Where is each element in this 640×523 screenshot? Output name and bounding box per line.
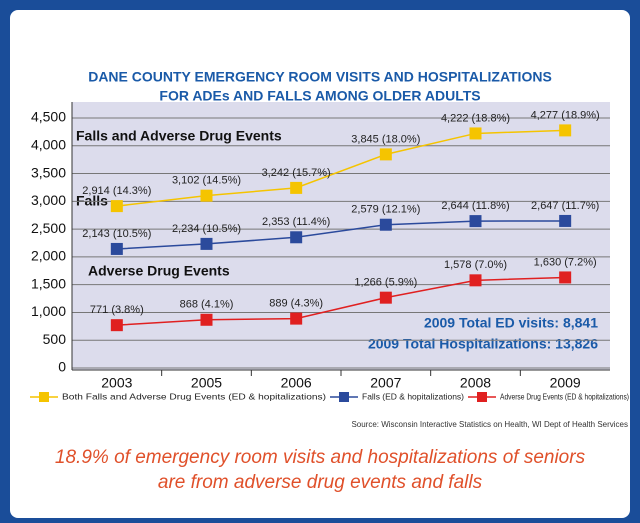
point xyxy=(200,237,213,250)
annotation: Adverse Drug Events xyxy=(88,263,230,279)
data-label: 2,234 (10.5%) xyxy=(172,223,241,235)
point xyxy=(469,127,482,140)
point xyxy=(110,242,123,255)
x-tick-label: 2005 xyxy=(191,375,222,391)
point xyxy=(379,148,392,161)
data-label: 4,277 (18.9%) xyxy=(531,109,600,121)
caption: are from adverse drug events and falls xyxy=(158,472,483,493)
x-tick-label: 2009 xyxy=(550,375,581,391)
data-label: 4,222 (18.8%) xyxy=(441,112,510,124)
point xyxy=(469,274,482,287)
x-tick-label: 2008 xyxy=(460,375,491,391)
legend-marker xyxy=(477,392,487,402)
data-label: 771 (3.8%) xyxy=(90,304,144,316)
series-line xyxy=(116,276,566,326)
y-tick-label: 2,500 xyxy=(31,220,66,236)
point xyxy=(200,313,213,326)
data-label: 2,143 (10.5%) xyxy=(82,228,151,240)
legend-label: Adverse Drug Events (ED & hopitalization… xyxy=(500,391,629,401)
x-tick-label: 2007 xyxy=(370,375,401,391)
y-tick-label: 1,000 xyxy=(31,303,66,319)
data-label: 2,914 (14.3%) xyxy=(82,185,151,197)
plot-area xyxy=(72,102,610,370)
data-label: 3,845 (18.0%) xyxy=(351,133,420,145)
y-tick-label: 500 xyxy=(43,331,67,347)
data-label: 3,242 (15.7%) xyxy=(262,167,331,179)
y-tick-label: 3,500 xyxy=(31,164,66,180)
y-tick-label: 1,500 xyxy=(31,275,66,291)
y-tick-label: 4,000 xyxy=(31,136,66,152)
series-line xyxy=(116,129,566,207)
point xyxy=(200,189,213,202)
x-tick-label: 2006 xyxy=(281,375,312,391)
legend-marker xyxy=(39,392,49,402)
legend-label: Falls (ED & hopitalizations) xyxy=(362,391,464,401)
chart-title: DANE COUNTY EMERGENCY ROOM VISITS AND HO… xyxy=(88,69,552,85)
x-tick-label: 2003 xyxy=(101,375,132,391)
annotation: 2009 Total ED visits: 8,841 xyxy=(424,315,598,331)
point xyxy=(110,319,123,332)
y-tick-label: 3,000 xyxy=(31,192,66,208)
point xyxy=(290,312,303,325)
chart-title: FOR ADEs AND FALLS AMONG OLDER ADULTS xyxy=(159,88,480,104)
data-label: 1,578 (7.0%) xyxy=(444,259,507,271)
annotation: 2009 Total Hospitalizations: 13,826 xyxy=(368,336,598,352)
data-label: 2,353 (11.4%) xyxy=(262,216,330,228)
point xyxy=(559,271,572,284)
source: Source: Wisconsin Interactive Statistics… xyxy=(351,420,628,429)
data-label: 2,644 (11.8%) xyxy=(441,200,509,212)
data-label: 868 (4.1%) xyxy=(180,299,234,311)
point xyxy=(290,181,303,194)
legend-marker xyxy=(339,392,349,402)
series-line xyxy=(116,220,566,250)
point xyxy=(110,200,123,213)
data-label: 2,579 (12.1%) xyxy=(351,204,420,216)
y-tick-label: 0 xyxy=(58,359,66,375)
point xyxy=(379,291,392,304)
data-label: 2,647 (11.7%) xyxy=(531,200,599,212)
data-label: 1,266 (5.9%) xyxy=(354,277,417,289)
point xyxy=(559,124,572,137)
data-label: 1,630 (7.2%) xyxy=(534,256,597,268)
annotation: Falls and Adverse Drug Events xyxy=(76,128,282,144)
data-label: 889 (4.3%) xyxy=(269,298,323,310)
data-label: 3,102 (14.5%) xyxy=(172,175,241,187)
y-tick-label: 4,500 xyxy=(31,109,66,125)
point xyxy=(559,214,572,227)
y-tick-label: 2,000 xyxy=(31,248,66,264)
point xyxy=(290,231,303,244)
legend-label: Both Falls and Adverse Drug Events (ED &… xyxy=(62,391,326,401)
annotation: Falls xyxy=(76,193,108,209)
point xyxy=(469,215,482,228)
caption: 18.9% of emergency room visits and hospi… xyxy=(55,447,586,468)
point xyxy=(379,218,392,231)
